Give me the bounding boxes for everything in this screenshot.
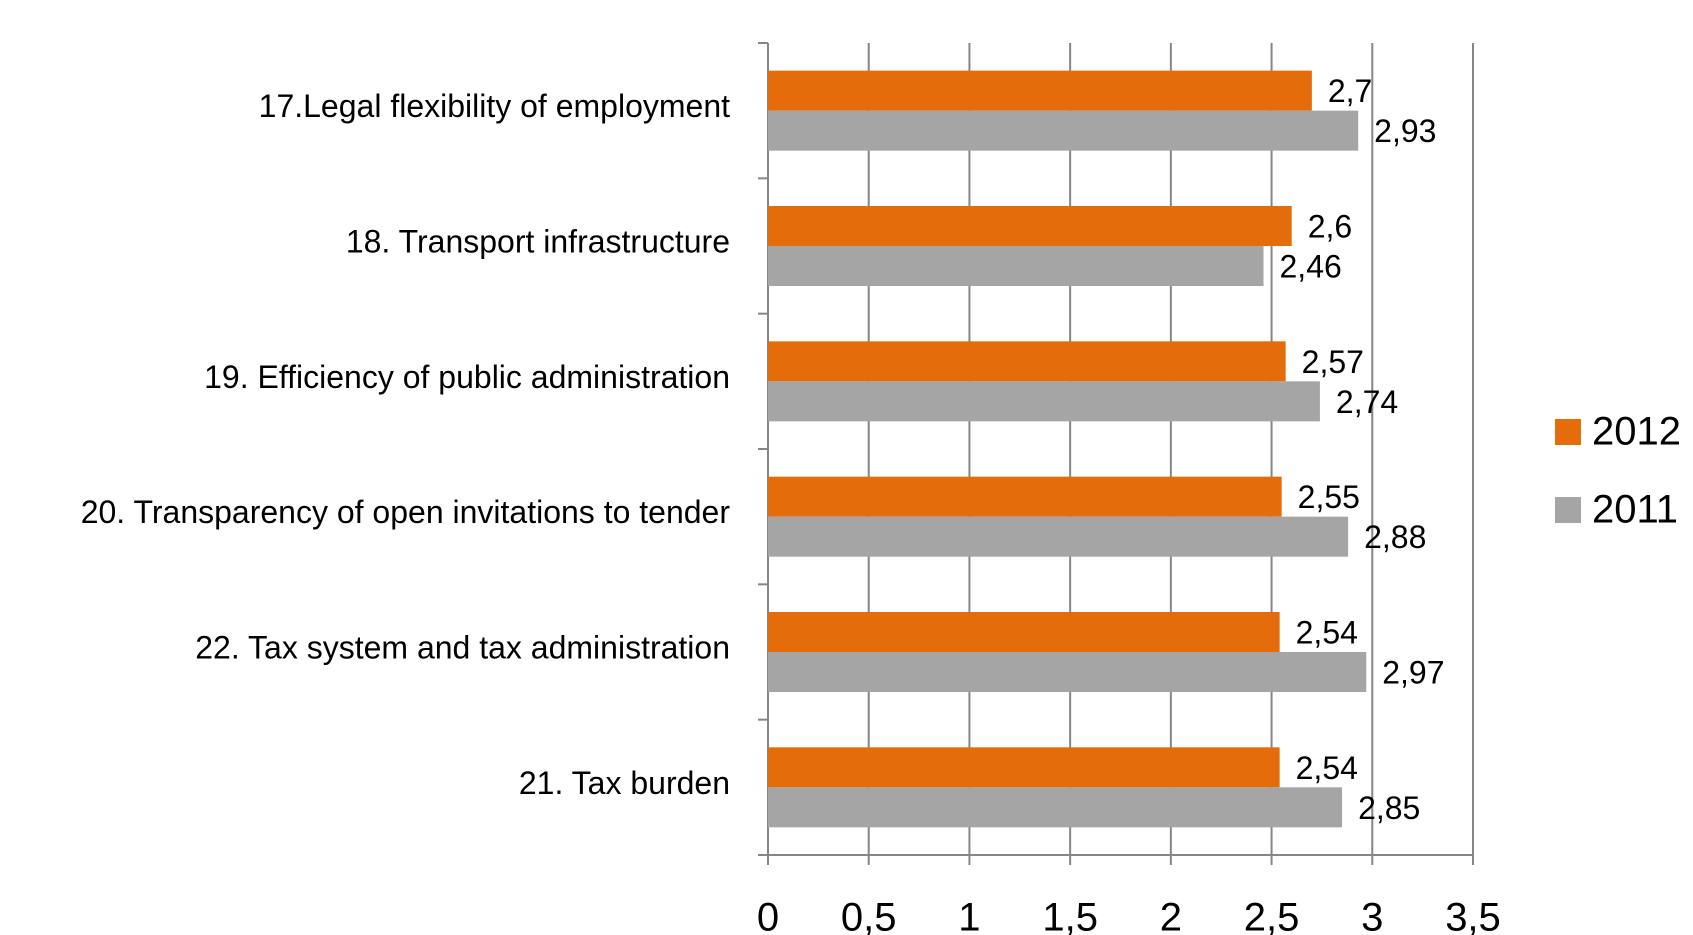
bar	[768, 747, 1280, 788]
bar	[768, 476, 1282, 517]
bar	[768, 652, 1367, 692]
data-label: 2,54	[1296, 750, 1358, 786]
x-tick-label: 0	[757, 896, 779, 935]
bar	[768, 110, 1359, 151]
category-label: 17.Legal flexibility of employment	[259, 88, 730, 124]
data-label: 2,7	[1328, 73, 1372, 109]
data-label: 2,85	[1358, 790, 1420, 826]
bar	[768, 246, 1264, 286]
data-label: 2,6	[1308, 208, 1352, 244]
bar	[768, 516, 1349, 557]
data-label: 2,88	[1364, 519, 1426, 555]
legend-label: 2012	[1592, 410, 1681, 454]
x-tick-label: 0,5	[841, 896, 897, 935]
bar	[768, 612, 1280, 652]
data-label: 2,74	[1336, 384, 1398, 420]
x-tick-label: 3	[1361, 896, 1383, 935]
bar	[768, 70, 1312, 111]
legend-swatch	[1555, 497, 1581, 523]
legend-label: 2011	[1592, 488, 1678, 532]
x-tick-label: 3,5	[1445, 896, 1501, 935]
data-label: 2,54	[1296, 614, 1358, 650]
bar	[768, 381, 1320, 422]
data-label: 2,46	[1280, 248, 1342, 284]
bar	[768, 206, 1292, 246]
x-tick-label: 1,5	[1042, 896, 1098, 935]
x-tick-label: 1	[958, 896, 980, 935]
category-label: 21. Tax burden	[519, 765, 730, 801]
data-label: 2,57	[1302, 344, 1364, 380]
data-label: 2,97	[1382, 654, 1444, 690]
category-label: 22. Tax system and tax administration	[195, 629, 730, 665]
x-tick-label: 2	[1160, 896, 1182, 935]
category-label: 19. Efficiency of public administration	[204, 359, 730, 395]
x-tick-label: 2,5	[1244, 896, 1300, 935]
data-label: 2,93	[1374, 113, 1436, 149]
category-label: 18. Transport infrastructure	[346, 223, 730, 259]
data-label: 2,55	[1298, 479, 1360, 515]
legend-swatch	[1555, 419, 1581, 445]
category-label: 20. Transparency of open invitations to …	[81, 494, 731, 530]
bar	[768, 341, 1286, 382]
bar	[768, 787, 1343, 828]
